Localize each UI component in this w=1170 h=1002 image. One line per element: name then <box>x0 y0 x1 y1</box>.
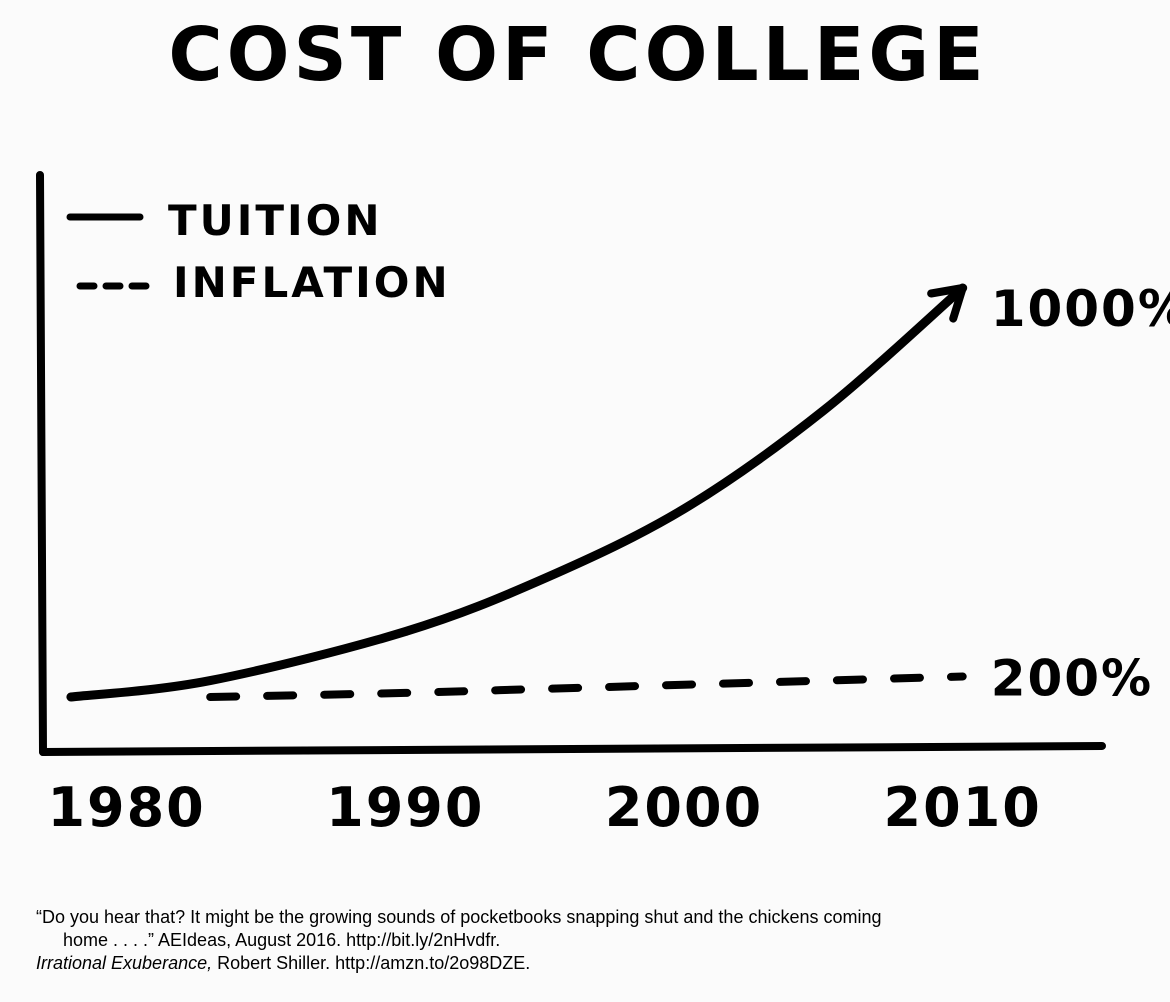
end-label-tuition: 1000% <box>991 280 1170 338</box>
citation-2-book-title: Irrational Exuberance, <box>36 953 213 973</box>
x-tick-label-2010: 2010 <box>884 776 1042 839</box>
series-line-tuition <box>66 283 968 702</box>
legend-inflation-label: INFLATION <box>173 258 451 307</box>
x-tick-labels: 1980 1990 2000 2010 <box>47 776 1042 839</box>
x-axis <box>39 742 1106 756</box>
end-label-inflation: 200% <box>991 650 1153 708</box>
y-axis <box>36 171 47 756</box>
legend: TUITION INFLATION <box>66 196 451 307</box>
legend-tuition-label: TUITION <box>168 196 383 245</box>
citation-1-line-2: home . . . .” AEIdeas, August 2016. http… <box>63 930 501 950</box>
citation-1-line-1: “Do you hear that? It might be the growi… <box>36 907 882 927</box>
series-layer <box>66 283 968 702</box>
series-line-inflation <box>206 672 967 701</box>
x-tick-label-1980: 1980 <box>47 776 205 839</box>
end-labels: 1000% 200% <box>991 280 1170 708</box>
citation-2-author-link: Robert Shiller. http://amzn.to/2o98DZE. <box>212 953 531 973</box>
series-arrowhead-tuition <box>927 284 967 323</box>
citation-2: Irrational Exuberance, Robert Shiller. h… <box>36 952 1136 975</box>
source-citations: “Do you hear that? It might be the growi… <box>36 906 1136 975</box>
chart-title: COST OF COLLEGE <box>168 12 987 98</box>
axes <box>36 171 1106 756</box>
x-tick-label-1990: 1990 <box>326 776 484 839</box>
x-tick-label-2000: 2000 <box>605 776 763 839</box>
